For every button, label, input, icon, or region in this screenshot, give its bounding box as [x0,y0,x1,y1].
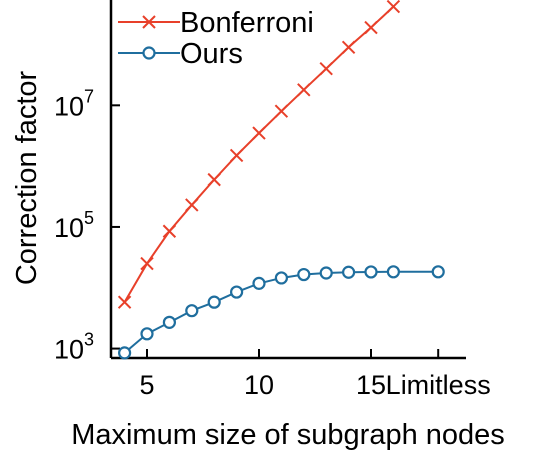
data-point-ours [274,271,288,285]
y-tick-label: 107 [54,86,94,121]
data-point-ours [297,267,311,282]
data-point-bonferroni [319,62,333,76]
x-tick-label: Limitless [386,370,491,400]
x-marker-stroke [319,62,333,76]
data-point-bonferroni [207,172,221,187]
data-point-bonferroni [162,224,177,238]
data-point-ours [207,295,221,309]
x-marker-stroke [142,15,156,29]
data-point-ours [342,265,356,279]
x-marker-stroke [185,198,199,212]
data-point-ours [117,346,132,360]
x-marker-stroke [297,83,311,97]
x-marker-stroke [341,40,356,54]
x-marker-stroke [252,126,266,140]
data-point-bonferroni [229,148,244,163]
data-point-ours [364,265,378,279]
legend-x-marker-icon [142,15,156,29]
legend-marker [142,15,156,29]
x-marker-stroke [162,224,177,238]
data-point-bonferroni [297,83,311,97]
data-point-bonferroni [252,126,266,140]
data-point-ours [230,285,244,299]
data-point-bonferroni [185,198,199,212]
data-point-bonferroni [140,256,154,271]
legend-item-ours: Ours [118,38,243,70]
data-point-bonferroni [364,20,378,35]
ticks: 5 10 15 Limitless 103 105 107 [54,86,491,400]
legend: Bonferroni Ours [118,7,314,70]
x-tick-label: 5 [139,370,154,400]
x-axis-title: Maximum size of subgraph nodes [71,419,505,451]
data-point-bonferroni [386,0,401,14]
data-point-bonferroni [341,40,356,54]
axes [109,0,466,360]
x-marker-stroke [386,0,401,14]
data-point-bonferroni [117,295,132,309]
data-point-bonferroni [274,104,289,118]
series-layer [117,0,445,360]
x-marker-stroke [117,295,132,309]
data-point-ours [431,265,445,279]
data-point-ours [386,265,400,279]
y-axis-title: Correction factor [11,70,43,285]
x-tick-label: 15 [356,370,386,400]
y-tick-label: 103 [54,330,94,365]
data-point-ours [252,276,266,290]
data-point-ours [140,327,154,341]
x-marker-stroke [364,20,378,35]
data-point-ours [319,266,333,280]
x-marker-stroke [274,104,289,118]
x-marker-stroke [140,256,154,271]
x-marker-stroke [229,148,244,163]
data-point-ours [185,304,199,318]
series-bonferroni [117,0,401,309]
data-point-ours [162,315,176,329]
y-tick-label: 105 [54,208,94,243]
x-marker-stroke [207,172,221,187]
legend-label-ours: Ours [180,38,243,70]
x-tick-label: 10 [244,370,274,400]
series-ours [117,265,445,360]
legend-label-bonferroni: Bonferroni [180,7,314,39]
legend-marker [142,46,156,60]
legend-item-bonferroni: Bonferroni [118,7,314,39]
legend-circle-marker-icon [142,46,156,60]
